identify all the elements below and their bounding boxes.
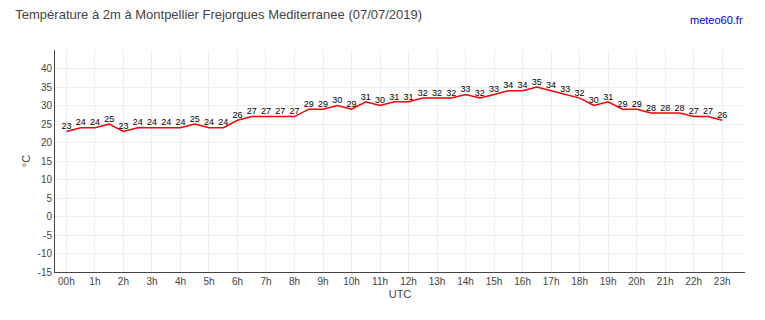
svg-text:22h: 22h: [685, 276, 702, 287]
svg-text:34: 34: [503, 80, 513, 90]
svg-text:35: 35: [532, 77, 542, 87]
svg-text:31: 31: [404, 92, 414, 102]
svg-text:1h: 1h: [89, 276, 100, 287]
svg-text:24: 24: [90, 117, 100, 127]
svg-text:35: 35: [41, 82, 53, 93]
svg-text:00h: 00h: [58, 276, 75, 287]
svg-text:33: 33: [489, 84, 499, 94]
svg-text:30: 30: [332, 95, 342, 105]
svg-text:24: 24: [175, 117, 185, 127]
svg-text:10: 10: [41, 174, 53, 185]
svg-text:27: 27: [247, 106, 257, 116]
svg-text:9h: 9h: [317, 276, 328, 287]
svg-text:24: 24: [204, 117, 214, 127]
svg-text:8h: 8h: [289, 276, 300, 287]
svg-text:UTC: UTC: [389, 288, 412, 300]
svg-text:4h: 4h: [175, 276, 186, 287]
svg-text:23: 23: [61, 121, 71, 131]
svg-text:-10: -10: [38, 248, 53, 259]
svg-text:20h: 20h: [628, 276, 645, 287]
svg-text:°C: °C: [20, 155, 32, 167]
svg-text:16h: 16h: [514, 276, 531, 287]
svg-text:40: 40: [41, 63, 53, 74]
svg-text:27: 27: [689, 106, 699, 116]
svg-text:32: 32: [418, 88, 428, 98]
svg-text:29: 29: [304, 99, 314, 109]
svg-text:34: 34: [518, 80, 528, 90]
svg-text:27: 27: [261, 106, 271, 116]
svg-text:14h: 14h: [457, 276, 474, 287]
svg-text:28: 28: [646, 103, 656, 113]
svg-text:23: 23: [118, 121, 128, 131]
svg-text:32: 32: [432, 88, 442, 98]
svg-text:10h: 10h: [343, 276, 360, 287]
svg-text:34: 34: [546, 80, 556, 90]
svg-text:25: 25: [190, 114, 200, 124]
svg-text:29: 29: [617, 99, 627, 109]
svg-text:31: 31: [603, 92, 613, 102]
svg-text:31: 31: [389, 92, 399, 102]
svg-text:3h: 3h: [146, 276, 157, 287]
svg-text:12h: 12h: [400, 276, 417, 287]
svg-text:28: 28: [674, 103, 684, 113]
svg-text:19h: 19h: [600, 276, 617, 287]
svg-text:5h: 5h: [203, 276, 214, 287]
svg-text:15h: 15h: [486, 276, 503, 287]
svg-text:6h: 6h: [232, 276, 243, 287]
svg-text:11h: 11h: [372, 276, 388, 287]
svg-text:24: 24: [76, 117, 86, 127]
svg-text:-5: -5: [43, 230, 52, 241]
svg-text:17h: 17h: [543, 276, 560, 287]
svg-text:25: 25: [104, 114, 114, 124]
svg-text:25: 25: [41, 119, 53, 130]
svg-text:13h: 13h: [429, 276, 446, 287]
svg-text:24: 24: [218, 117, 228, 127]
svg-text:2h: 2h: [118, 276, 129, 287]
svg-text:24: 24: [161, 117, 171, 127]
svg-text:27: 27: [275, 106, 285, 116]
svg-text:29: 29: [347, 99, 357, 109]
svg-text:27: 27: [703, 106, 713, 116]
svg-text:5: 5: [46, 193, 52, 204]
svg-text:meteo60.fr: meteo60.fr: [690, 14, 743, 26]
svg-text:33: 33: [560, 84, 570, 94]
svg-text:23h: 23h: [714, 276, 731, 287]
svg-text:32: 32: [475, 88, 485, 98]
svg-text:31: 31: [361, 92, 371, 102]
svg-text:27: 27: [289, 106, 299, 116]
svg-text:-15: -15: [38, 267, 53, 278]
svg-text:32: 32: [446, 88, 456, 98]
svg-text:7h: 7h: [260, 276, 271, 287]
svg-text:30: 30: [589, 95, 599, 105]
svg-text:26: 26: [717, 110, 727, 120]
svg-text:Température à 2m à Montpellier: Température à 2m à Montpellier Frejorgue…: [15, 7, 422, 22]
svg-text:21h: 21h: [657, 276, 674, 287]
svg-text:26: 26: [232, 110, 242, 120]
svg-text:18h: 18h: [571, 276, 588, 287]
svg-text:0: 0: [46, 211, 52, 222]
svg-text:20: 20: [41, 137, 53, 148]
svg-text:29: 29: [632, 99, 642, 109]
svg-text:33: 33: [461, 84, 471, 94]
svg-text:30: 30: [375, 95, 385, 105]
svg-text:24: 24: [133, 117, 143, 127]
svg-text:15: 15: [41, 156, 53, 167]
svg-text:24: 24: [147, 117, 157, 127]
svg-text:28: 28: [660, 103, 670, 113]
svg-text:32: 32: [575, 88, 585, 98]
svg-text:30: 30: [41, 100, 53, 111]
svg-text:29: 29: [318, 99, 328, 109]
